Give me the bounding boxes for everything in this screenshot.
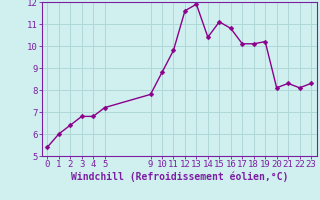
X-axis label: Windchill (Refroidissement éolien,°C): Windchill (Refroidissement éolien,°C): [70, 172, 288, 182]
